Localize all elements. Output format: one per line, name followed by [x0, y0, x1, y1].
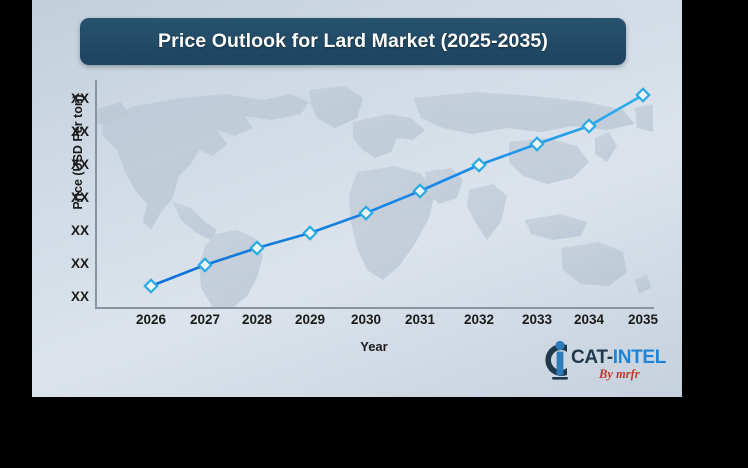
data-point-marker [529, 136, 545, 152]
logo-word-dark: CAT- [571, 347, 613, 368]
data-point-marker [358, 205, 374, 221]
x-tick-label: 2031 [404, 312, 436, 327]
y-tick-label: XX [70, 157, 89, 172]
plot-area [95, 80, 653, 308]
data-point-marker [302, 225, 318, 241]
data-point-marker [635, 87, 651, 103]
y-tick-label: XX [70, 223, 89, 238]
page-title: Price Outlook for Lard Market (2025-2035… [158, 30, 548, 52]
x-tick-label: 2034 [573, 312, 605, 327]
x-tick-label: 2032 [463, 312, 495, 327]
y-axis-tick-labels: XX XX XX XX XX XX XX [45, 80, 89, 308]
y-tick-label: XX [70, 91, 89, 106]
series-polyline [149, 93, 645, 288]
data-point-marker [249, 240, 265, 256]
chart-card: Price Outlook for Lard Market (2025-2035… [32, 0, 682, 397]
cat-intel-logo-subtitle: By mrfr [599, 367, 640, 381]
price-line-series [143, 87, 651, 294]
cat-intel-logo-wordmark: CAT-INTEL [571, 347, 666, 369]
y-tick-label: XX [70, 256, 89, 271]
logo-word-blue: INTEL [612, 347, 667, 368]
data-point-marker [581, 118, 597, 134]
data-point-marker [471, 157, 487, 173]
data-point-marker [412, 183, 428, 199]
x-tick-label: 2026 [135, 312, 167, 327]
x-tick-label: 2029 [294, 312, 326, 327]
y-axis-line [95, 80, 97, 309]
y-tick-label: XX [70, 190, 89, 205]
x-axis-tick-labels: 2026 2027 2028 2029 2030 2031 2032 2033 … [95, 312, 658, 332]
x-axis-line [95, 307, 654, 309]
data-point-marker [143, 278, 159, 294]
x-tick-label: 2035 [627, 312, 659, 327]
x-axis-title: Year [360, 339, 388, 354]
y-tick-label: XX [70, 124, 89, 139]
data-point-marker [197, 257, 213, 273]
cat-intel-logo-mark [545, 340, 568, 380]
plot-wrapper: Price (USD Per ton) XX XX XX XX XX XX XX [32, 0, 682, 397]
x-tick-label: 2027 [189, 312, 221, 327]
chart-title-banner: Price Outlook for Lard Market (2025-2035… [80, 18, 626, 65]
cat-intel-logo: CAT-INTEL By mrfr [537, 338, 677, 390]
x-tick-label: 2033 [521, 312, 553, 327]
x-tick-label: 2030 [350, 312, 382, 327]
x-tick-label: 2028 [241, 312, 273, 327]
series-markers [143, 87, 651, 294]
y-tick-label: XX [70, 289, 89, 304]
